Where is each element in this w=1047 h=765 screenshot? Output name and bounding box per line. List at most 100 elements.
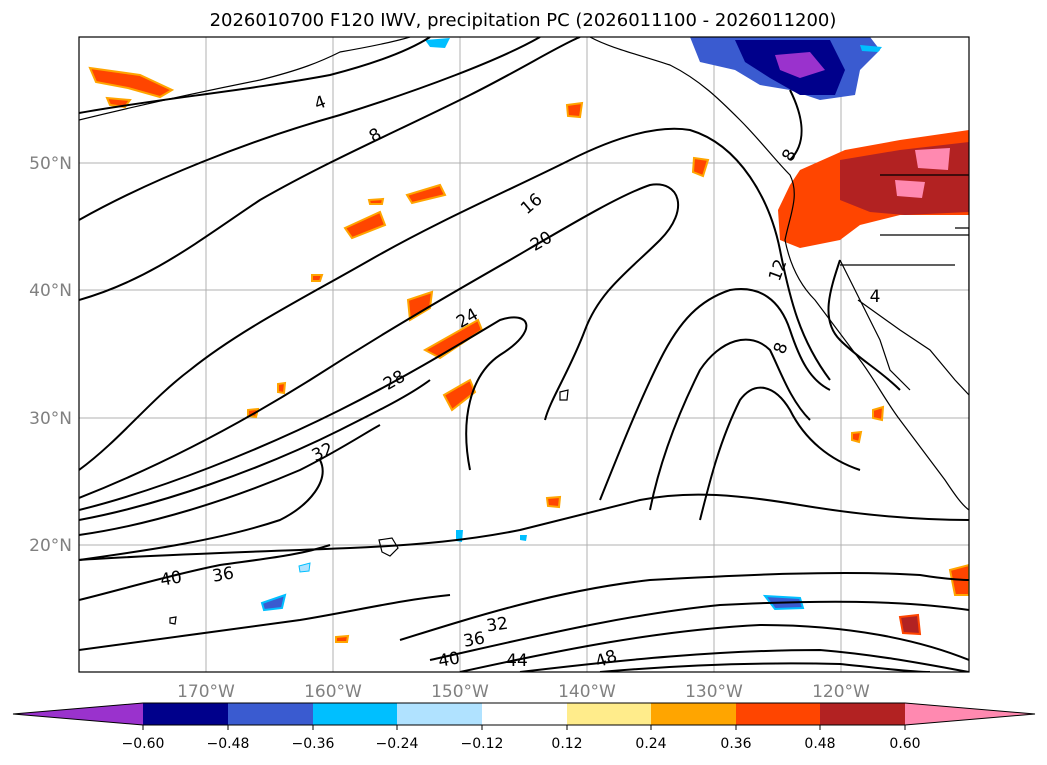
iwv-contour-40-south <box>459 623 969 672</box>
colorbar-bin <box>736 703 820 725</box>
hawaii-islands <box>378 537 399 557</box>
colorbar-bin <box>397 703 482 725</box>
iwv-contour-36 <box>79 459 324 561</box>
positive-anomaly-pnw-max <box>915 148 950 170</box>
colorbar: −0.60 −0.48 −0.36 −0.24 −0.12 0.12 0.24 … <box>12 702 1036 752</box>
positive-anomaly-patch <box>442 378 477 412</box>
lat-label: 40°N <box>29 281 72 301</box>
positive-anomaly-patch <box>335 634 350 643</box>
iwv-contour-4-baja <box>827 259 901 391</box>
contour-label: 36 <box>462 628 487 651</box>
gulf-of-california-coast <box>857 299 969 396</box>
map-background <box>79 37 969 672</box>
small-island <box>169 616 177 625</box>
iwv-contour-20 <box>79 183 679 499</box>
colorbar-bin <box>143 703 228 725</box>
iwv-contour-inner <box>599 288 831 501</box>
colorbar-extend-max <box>905 703 1035 725</box>
positive-anomaly-patch <box>851 430 863 444</box>
state-border <box>955 227 969 300</box>
iwv-contour-12 <box>79 37 581 301</box>
map-frame <box>78 36 970 673</box>
positive-anomaly-patch <box>691 156 710 178</box>
positive-anomaly-patch <box>898 613 922 636</box>
iwv-contour-36-south2 <box>429 600 969 661</box>
negative-anomaly-small <box>860 45 882 52</box>
iwv-contour-44-south <box>519 648 969 672</box>
latitude-labels: 50°N 40°N 30°N 20°N <box>29 154 72 556</box>
iwv-contour-32 <box>79 424 381 536</box>
colorbar-bin <box>313 703 397 725</box>
precipitation-shading <box>88 37 969 643</box>
colorbar-ticks <box>142 725 906 730</box>
lat-label: 50°N <box>29 154 72 174</box>
colorbar-tick-label: 0.60 <box>889 736 920 752</box>
positive-anomaly-patch <box>367 197 385 205</box>
negative-anomaly-patch <box>298 562 311 573</box>
negative-anomaly-patch <box>260 593 287 612</box>
negative-anomaly-north-max <box>775 52 825 78</box>
iwv-contour-28 <box>79 379 431 521</box>
colorbar-bin <box>482 703 567 725</box>
north-america-coast <box>589 37 969 511</box>
iwv-contour-40 <box>79 544 331 601</box>
colorbar-tick-label: −0.36 <box>292 736 335 752</box>
negative-anomaly-small <box>425 38 450 48</box>
lat-label: 30°N <box>29 409 72 429</box>
colorbar-tick-label: 0.12 <box>551 736 582 752</box>
gridlines <box>79 37 969 672</box>
lon-label: 170°W <box>177 682 235 702</box>
alaska-coast <box>79 37 411 121</box>
iwv-contour-36-south <box>79 594 451 651</box>
colorbar-tick-label: −0.60 <box>122 736 165 752</box>
colorbar-tick-label: 0.36 <box>720 736 751 752</box>
lat-label: 20°N <box>29 536 72 556</box>
lon-label: 140°W <box>558 682 616 702</box>
colorbar-tick-label: 0.24 <box>635 736 666 752</box>
iwv-contour-24 <box>79 316 528 511</box>
negative-anomaly-patch <box>520 535 527 541</box>
iwv-contour-inner2 <box>649 338 811 511</box>
positive-anomaly-patch <box>311 274 324 282</box>
colorbar-bin <box>651 703 736 725</box>
coastlines <box>79 37 969 625</box>
longitude-labels: 170°W 160°W 150°W 140°W 130°W 120°W <box>177 682 870 702</box>
iwv-contour-inner3 <box>699 386 861 521</box>
small-island <box>559 389 569 401</box>
colorbar-extend-min <box>13 703 143 725</box>
iwv-contour-28-south <box>79 493 969 561</box>
colorbar-bin <box>228 703 313 725</box>
lon-label: 130°W <box>685 682 743 702</box>
positive-anomaly-patch <box>406 290 434 322</box>
positive-anomaly-patch <box>565 101 584 119</box>
contour-label: 4 <box>870 287 881 307</box>
contour-label: 40 <box>437 648 462 671</box>
colorbar-tick-labels: −0.60 −0.48 −0.36 −0.24 −0.12 0.12 0.24 … <box>122 736 921 752</box>
positive-anomaly-patch <box>872 405 885 422</box>
colorbar-bin <box>820 703 905 725</box>
colorbar-tick-label: 0.48 <box>804 736 835 752</box>
iwv-contour-8 <box>79 37 541 221</box>
iwv-contour-48-south <box>599 662 931 672</box>
positive-anomaly-patch <box>88 66 175 99</box>
contour-label: 44 <box>506 651 528 671</box>
colorbar-tick-label: −0.24 <box>376 736 419 752</box>
iwv-contour-8-north <box>789 89 803 161</box>
contour-label: 40 <box>159 567 184 590</box>
contour-label: 36 <box>211 563 236 586</box>
positive-anomaly-patch <box>545 495 562 509</box>
iwv-contour-32-south <box>399 571 969 641</box>
positive-anomaly-patch <box>343 210 387 240</box>
colorbar-tick-label: −0.48 <box>207 736 250 752</box>
iwv-contour-16 <box>79 127 831 471</box>
iwv-contours <box>79 37 969 672</box>
iwv-contour-4 <box>79 37 431 114</box>
lon-label: 120°W <box>812 682 870 702</box>
lon-label: 160°W <box>304 682 362 702</box>
positive-anomaly-pnw-max <box>895 180 925 198</box>
positive-anomaly-patch <box>405 183 447 205</box>
lon-label: 150°W <box>431 682 489 702</box>
figure-title: 2026010700 F120 IWV, precipitation PC (2… <box>210 10 837 31</box>
baja-california-coast <box>839 259 911 391</box>
